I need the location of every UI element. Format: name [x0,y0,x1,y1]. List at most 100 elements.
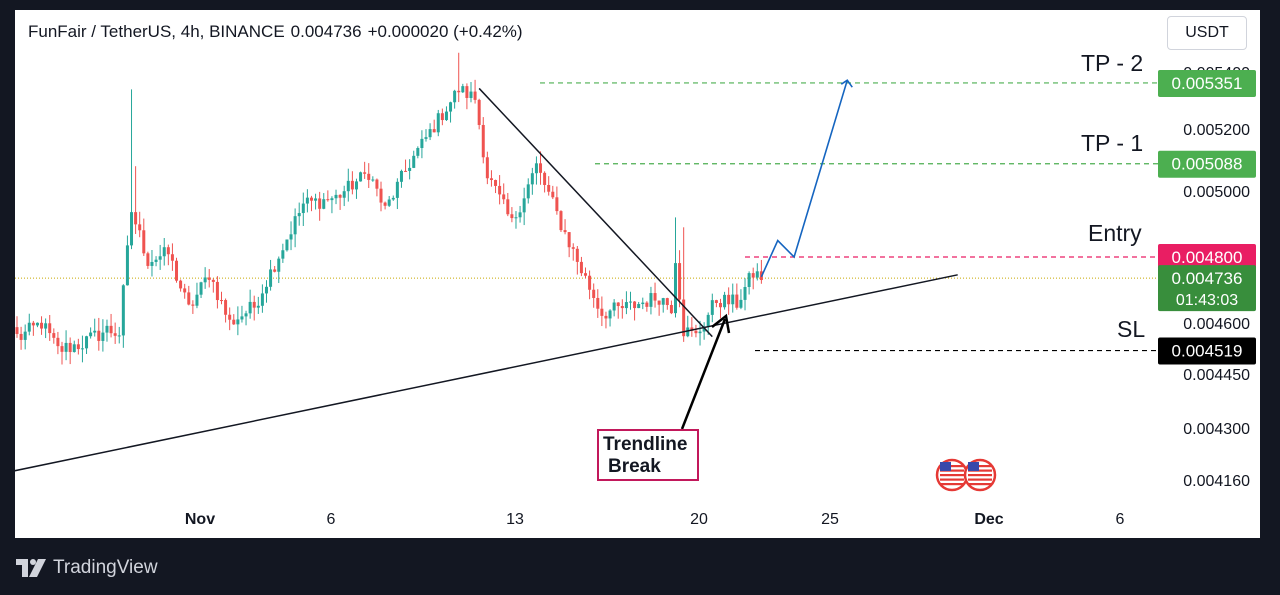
candle [404,170,408,172]
candle [281,250,285,259]
entry-price-tag-bg [1158,244,1256,271]
candle [109,325,113,334]
current-price-tag: 0.004736 [1172,269,1243,288]
candle [629,301,632,303]
y-tick-label: 0.004300 [1183,421,1250,438]
candle [264,286,268,294]
candle [510,214,514,219]
sl-label: SL [1117,316,1146,342]
currency-button[interactable]: USDT [1167,16,1247,50]
candle [444,111,448,121]
candle [489,178,493,181]
candle [710,300,714,315]
us-flag-icon[interactable] [963,458,997,492]
x-tick-label: 20 [690,511,708,528]
tp1-price-tag: 0.005088 [1172,155,1243,174]
candle [89,332,93,337]
candle [166,247,170,255]
candle [187,292,191,305]
candle [514,217,518,219]
candle [256,305,260,308]
candle [240,316,244,320]
candle [371,179,375,181]
price-change: +0.000020 (+0.42%) [367,22,523,41]
candle [363,172,367,174]
candle [309,197,313,201]
candle [543,172,547,185]
candle [534,163,538,174]
candle [477,99,481,125]
callout-line-1: Trendline [603,434,688,455]
candle [289,234,293,240]
candle [747,273,751,287]
candle [551,191,555,198]
candle [751,273,755,278]
candle [273,269,277,272]
candle [31,322,35,326]
candle [624,302,628,309]
candle [252,301,256,308]
candle [203,277,207,283]
us-flag-icon[interactable] [935,458,969,492]
candle [146,253,150,266]
candle [162,247,166,257]
tradingview-brand[interactable]: TradingView [53,557,158,578]
candle [678,263,682,300]
candle [702,326,706,332]
candle [485,157,489,179]
candle [698,331,702,334]
candle [314,198,318,201]
candle [641,302,645,305]
candle [305,197,309,204]
candle [584,273,588,276]
candle [375,179,379,189]
candle [718,302,722,308]
candle [465,86,469,98]
candle [183,288,187,293]
price-chart[interactable]: Nov6132025Dec60.0054000.0052000.0050000.… [15,10,1260,538]
candle [367,173,371,180]
candle [506,199,510,215]
y-tick-label: 0.005000 [1183,184,1250,201]
symbol-info: FunFair / TetherUS, 4h, BINANCE 0.004736 +… [28,22,523,42]
candle [399,170,403,182]
tp1-label: TP - 1 [1081,130,1144,156]
candle [653,293,657,301]
candle [518,212,522,218]
candle [526,184,530,199]
candle [412,155,416,168]
candle [657,300,661,305]
candle [690,327,694,331]
candle [539,163,543,173]
candle [211,279,215,282]
candle [449,102,453,112]
candle [669,305,673,314]
candle [15,327,19,334]
candle [563,230,567,233]
candle [48,323,52,334]
candle [117,335,121,337]
candle [175,260,179,281]
candle [101,332,105,341]
chart-frame: Nov6132025Dec60.0054000.0052000.0050000.… [15,10,1260,538]
entry-price-tag: 0.004800 [1172,248,1243,267]
candle [350,180,354,190]
tp2-price-tag-bg [1158,69,1256,97]
candle [673,263,677,314]
candle [592,289,596,298]
candle [334,194,338,199]
candle [301,203,305,214]
candle [297,213,301,217]
candle [588,275,592,290]
projection-path [760,79,849,278]
candle [727,294,731,305]
candle [199,282,203,295]
sl-price-tag-bg [1158,337,1256,365]
candle [571,247,575,249]
candle [706,314,710,327]
candle [138,224,142,231]
entry-label: Entry [1088,220,1142,246]
candle [424,137,428,139]
candle [645,302,649,307]
tradingview-logo-icon[interactable] [15,557,47,579]
